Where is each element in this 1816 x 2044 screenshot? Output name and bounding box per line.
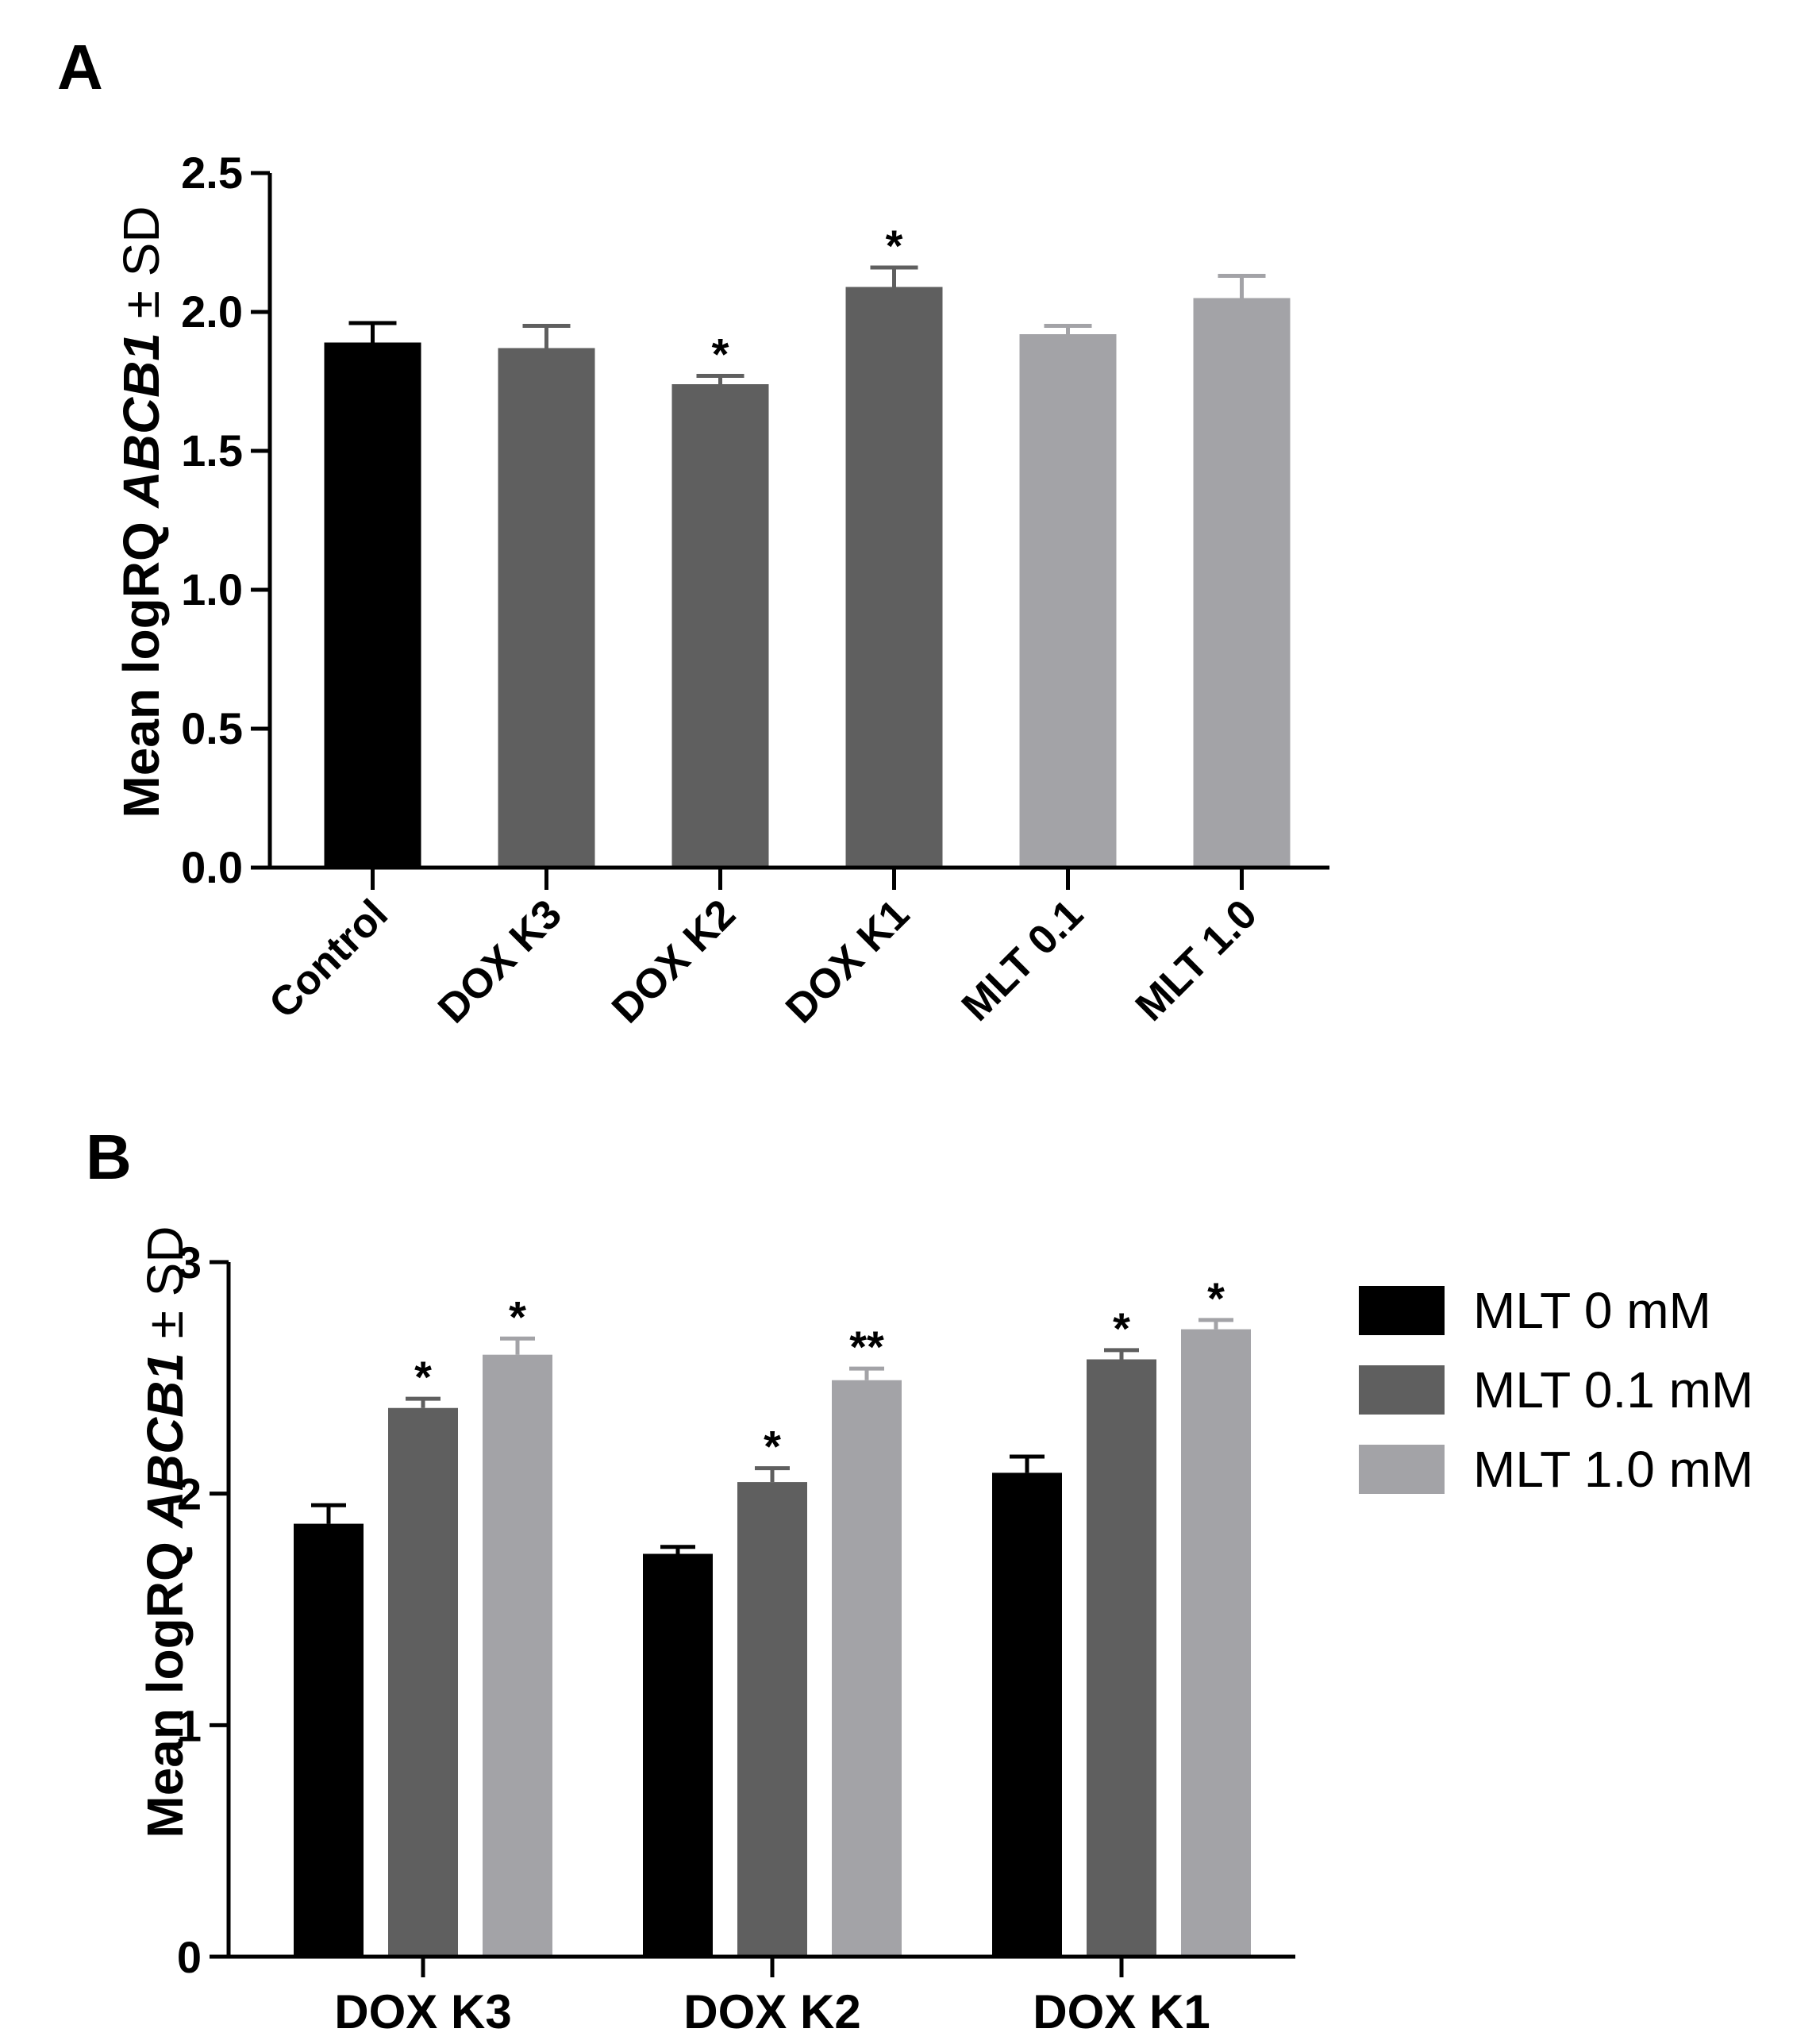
chart-a-error-bar-mlt-0-1 xyxy=(1044,324,1092,334)
chart-b-legend: MLT 0 mM MLT 0.1 mM MLT 1.0 mM xyxy=(1359,1282,1753,1498)
chart-a-y-axis-label-suffix: ± SD xyxy=(113,206,170,333)
chart-b-significance-dox-k1-mlt-0-1-mm: * xyxy=(1113,1303,1130,1353)
chart-b-legend-swatch-mlt-0-1-mm xyxy=(1359,1365,1445,1415)
chart-a-y-axis-label-gene: ABCB1 xyxy=(113,333,170,509)
chart-a-y-tick-label-0-0: 0.0 xyxy=(181,842,243,892)
chart-b-legend-swatch-mlt-0-mm xyxy=(1359,1286,1445,1335)
chart-a-y-tick-label-2-0: 2.0 xyxy=(181,287,243,337)
panel-b-label: B xyxy=(86,1122,132,1192)
chart-b-significance-dox-k2-mlt-1-0-mm: ** xyxy=(849,1322,884,1372)
chart-b-legend-label-mlt-0-mm: MLT 0 mM xyxy=(1473,1282,1711,1339)
chart-a-error-bar-dox-k2 xyxy=(696,374,744,384)
chart-a-bars xyxy=(324,287,1291,868)
chart-b-error-bar-dox-k3-mlt-1-0-mm xyxy=(500,1336,535,1355)
chart-a-x-tick-label-dox-k1: DOX K1 xyxy=(777,891,918,1032)
chart-b-y-tick-label-3: 3 xyxy=(177,1238,202,1288)
chart-b-significance-dox-k3-mlt-1-0-mm: * xyxy=(509,1291,526,1341)
chart-b-bar-dox-k3-mlt-1-0-mm xyxy=(483,1354,552,1957)
chart-b-significance-dox-k3-mlt-0-1-mm: * xyxy=(414,1352,432,1402)
chart-b-significance-dox-k2-mlt-0-1-mm: * xyxy=(764,1422,781,1472)
chart-a-x-tick-label-dox-k3: DOX K3 xyxy=(429,891,571,1032)
chart-a-bar-dox-k2 xyxy=(671,384,769,868)
chart-a-error-bar-dox-k3 xyxy=(522,324,571,348)
chart-a-x-tick-label-mlt-1-0: MLT 1.0 xyxy=(1127,891,1266,1030)
chart-a-x-tick-label-mlt-0-1: MLT 0.1 xyxy=(953,891,1092,1030)
chart-b-y-axis-label-prefix: Mean logRQ xyxy=(137,1527,194,1838)
chart-b-error-bar-dox-k2-mlt-0-1-mm xyxy=(755,1466,790,1483)
chart-b-bar-dox-k2-mlt-0-mm xyxy=(643,1553,713,1957)
chart-a-bar-dox-k1 xyxy=(845,287,943,868)
chart-b-significance-dox-k1-mlt-1-0-mm: * xyxy=(1207,1273,1225,1323)
chart-b-y-tick-label-1: 1 xyxy=(177,1700,202,1750)
chart-b-bar-dox-k1-mlt-0-1-mm xyxy=(1087,1359,1156,1957)
chart-a-bar-mlt-1-0 xyxy=(1193,298,1291,868)
chart-a-y-tick-label-0-5: 0.5 xyxy=(181,703,243,753)
chart-a-y-ticks: 0.0 0.5 1.0 1.5 2.0 2.5 xyxy=(181,148,243,892)
panel-a-label: A xyxy=(57,32,103,102)
chart-b-bars xyxy=(294,1329,1251,1957)
chart-b-x-tick-label-dox-k2: DOX K2 xyxy=(683,1985,860,2038)
chart-b-error-bar-dox-k3-mlt-0-mm xyxy=(311,1503,346,1524)
chart-a-y-tick-label-2-5: 2.5 xyxy=(181,148,243,198)
chart-b-bar-dox-k3-mlt-0-1-mm xyxy=(388,1407,458,1957)
chart-a-error-bars xyxy=(348,265,1266,384)
chart-a: ** 0.00.51.01.52.02.5 Control DOX K3 DOX K… xyxy=(113,148,1329,1032)
chart-b-error-bar-dox-k1-mlt-0-1-mm xyxy=(1104,1348,1139,1360)
chart-b-error-bar-dox-k1-mlt-0-mm xyxy=(1010,1454,1045,1473)
chart-b-legend-label-mlt-1-0-mm: MLT 1.0 mM xyxy=(1473,1441,1753,1498)
chart-a-significance-dox-k1: * xyxy=(886,221,903,271)
chart-a-y-tick-label-1-0: 1.0 xyxy=(181,564,243,614)
chart-b-error-bar-dox-k2-mlt-1-0-mm xyxy=(849,1366,884,1380)
chart-a-bar-control xyxy=(324,342,421,868)
chart-a-bar-mlt-0-1 xyxy=(1019,334,1117,868)
chart-a-axes xyxy=(251,171,1329,890)
chart-b-bar-dox-k2-mlt-1-0-mm xyxy=(832,1380,902,1957)
chart-a-significance-marks: ** xyxy=(712,221,903,379)
chart-b-error-bar-dox-k2-mlt-0-mm xyxy=(660,1545,695,1554)
chart-b-bar-dox-k2-mlt-0-1-mm xyxy=(737,1482,807,1957)
chart-b-y-axis-label-gene: ABCB1 xyxy=(137,1353,194,1529)
chart-a-y-axis-label-prefix: Mean logRQ xyxy=(113,507,170,818)
chart-a-error-bar-control xyxy=(348,321,397,343)
chart-b-x-tick-label-dox-k1: DOX K1 xyxy=(1033,1985,1210,2038)
chart-a-x-ticks: Control DOX K3 DOX K2 DOX K1 MLT 0.1 MLT 1.0 xyxy=(260,891,1266,1032)
chart-b-significance-marks: ***** ** xyxy=(414,1273,1225,1472)
chart-b-bar-dox-k1-mlt-1-0-mm xyxy=(1181,1329,1251,1957)
chart-b-bar-dox-k1-mlt-0-mm xyxy=(992,1472,1062,1957)
chart-b-error-bar-dox-k1-mlt-1-0-mm xyxy=(1198,1318,1233,1330)
chart-a-significance-dox-k2: * xyxy=(712,329,729,379)
chart-b-legend-label-mlt-0-1-mm: MLT 0.1 mM xyxy=(1473,1361,1753,1418)
chart-b-bar-dox-k3-mlt-0-mm xyxy=(294,1523,364,1957)
chart-b-legend-swatch-mlt-1-0-mm xyxy=(1359,1445,1445,1494)
chart-b-y-axis-label-suffix: ± SD xyxy=(137,1226,194,1353)
chart-b-y-ticks: 0 1 2 3 xyxy=(177,1238,202,1982)
chart-b-axes xyxy=(210,1260,1295,1977)
chart-b-x-tick-label-dox-k3: DOX K3 xyxy=(334,1985,511,2038)
chart-a-bar-dox-k3 xyxy=(498,348,595,868)
chart-b-error-bars xyxy=(311,1318,1233,1554)
chart-a-x-tick-label-dox-k2: DOX K2 xyxy=(603,891,744,1032)
chart-a-y-tick-label-1-5: 1.5 xyxy=(181,425,243,475)
chart-b-error-bar-dox-k3-mlt-0-1-mm xyxy=(406,1396,441,1408)
chart-a-x-tick-label-control: Control xyxy=(260,891,397,1027)
chart-a-error-bar-mlt-1-0 xyxy=(1218,274,1266,298)
chart-b-y-tick-label-2: 2 xyxy=(177,1469,202,1519)
chart-b-y-axis-label: Mean logRQ ABCB1 ± SD xyxy=(137,1226,194,1838)
chart-b-y-tick-label-0: 0 xyxy=(177,1932,202,1982)
chart-a-error-bar-dox-k1 xyxy=(870,265,918,287)
chart-a-y-axis-label: Mean logRQ ABCB1 ± SD xyxy=(113,206,170,818)
chart-b-x-ticks: DOX K3 DOX K2 DOX K1 xyxy=(334,1985,1210,2038)
